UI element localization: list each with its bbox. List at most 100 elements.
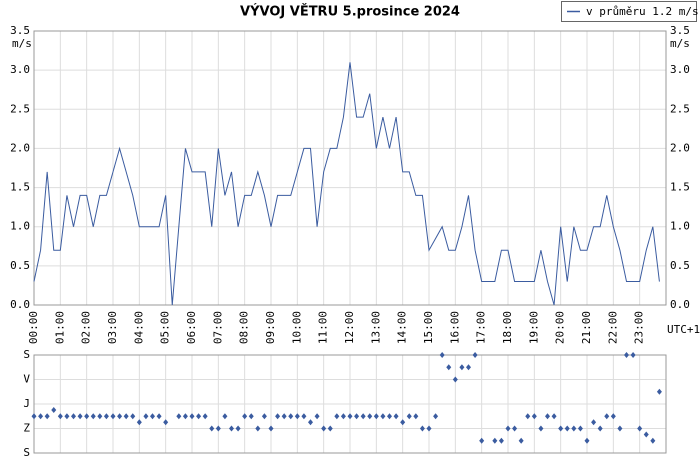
point bbox=[255, 425, 261, 432]
y-tick-label: 1.5 bbox=[10, 181, 30, 194]
point bbox=[584, 437, 590, 444]
point bbox=[512, 425, 518, 432]
point bbox=[110, 413, 116, 420]
x-tick-label: 10:00 bbox=[290, 311, 303, 344]
x-tick-label: 20:00 bbox=[554, 311, 567, 344]
point bbox=[64, 413, 70, 420]
point bbox=[242, 413, 248, 420]
point bbox=[617, 425, 623, 432]
point bbox=[229, 425, 234, 432]
y-tick-label: 0.5 bbox=[10, 259, 30, 272]
point bbox=[433, 413, 439, 420]
point bbox=[84, 413, 90, 420]
y-tick-label: J bbox=[23, 397, 30, 410]
x-tick-label: 08:00 bbox=[238, 311, 251, 344]
x-tick-label: 05:00 bbox=[159, 311, 172, 344]
legend-label: v průměru 1.2 m/s bbox=[586, 5, 699, 18]
point bbox=[202, 413, 208, 420]
x-tick-label: 07:00 bbox=[211, 311, 224, 344]
point bbox=[413, 413, 419, 420]
point bbox=[209, 425, 215, 432]
point bbox=[163, 419, 169, 426]
x-tick-label: 09:00 bbox=[264, 311, 277, 344]
x-tick-label: 16:00 bbox=[448, 311, 461, 344]
point bbox=[281, 413, 287, 420]
point bbox=[31, 413, 37, 420]
point bbox=[597, 425, 603, 432]
x-tick-label: 19:00 bbox=[527, 311, 540, 344]
point bbox=[498, 437, 504, 444]
point bbox=[150, 413, 155, 420]
point bbox=[261, 413, 267, 420]
y-tick-label: Z bbox=[23, 422, 30, 435]
y-tick-label: 2.5 bbox=[670, 102, 690, 115]
point bbox=[479, 437, 485, 444]
point bbox=[400, 419, 406, 426]
x-tick-label: 17:00 bbox=[475, 311, 488, 344]
x-tick-label: 15:00 bbox=[422, 311, 435, 344]
legend bbox=[561, 1, 697, 22]
point bbox=[571, 425, 577, 432]
point bbox=[117, 413, 123, 420]
point bbox=[215, 425, 221, 432]
point bbox=[354, 413, 360, 420]
point bbox=[624, 352, 629, 358]
point bbox=[327, 425, 333, 432]
point bbox=[44, 413, 50, 420]
point bbox=[275, 413, 281, 420]
point bbox=[97, 413, 103, 420]
point bbox=[189, 413, 195, 420]
point bbox=[156, 413, 162, 420]
point bbox=[308, 419, 313, 426]
x-tick-label: 04:00 bbox=[132, 311, 145, 344]
point bbox=[51, 406, 57, 413]
point bbox=[650, 437, 656, 444]
point bbox=[472, 352, 478, 358]
point bbox=[367, 413, 373, 420]
x-tick-label: 11:00 bbox=[317, 311, 330, 344]
point bbox=[656, 388, 662, 395]
point bbox=[248, 413, 254, 420]
y-tick-label: 0.5 bbox=[670, 259, 690, 272]
y-tick-label: 0.0 bbox=[10, 298, 30, 311]
point bbox=[360, 413, 366, 420]
y-tick-label: 3.5 bbox=[670, 24, 690, 37]
y-tick-label: 1.0 bbox=[10, 220, 30, 233]
y-tick-label: 2.0 bbox=[670, 141, 690, 154]
x-tick-label: 01:00 bbox=[53, 311, 66, 344]
x-tick-label: 00:00 bbox=[27, 311, 40, 344]
point bbox=[57, 413, 63, 420]
point bbox=[340, 413, 346, 420]
x-tick-label: 21:00 bbox=[580, 311, 593, 344]
y-tick-label: 1.5 bbox=[670, 181, 690, 194]
point bbox=[558, 425, 564, 432]
point bbox=[288, 413, 294, 420]
point bbox=[103, 413, 109, 420]
y-axis-label: m/s bbox=[12, 37, 32, 50]
y-tick-label: 1.0 bbox=[670, 220, 690, 233]
point bbox=[591, 419, 597, 426]
point bbox=[466, 364, 471, 371]
y-tick-label: S bbox=[23, 446, 30, 459]
point bbox=[347, 413, 353, 420]
point bbox=[564, 425, 570, 432]
y-axis-label: m/s bbox=[670, 37, 690, 50]
y-tick-label: 0.0 bbox=[670, 298, 690, 311]
point bbox=[492, 437, 498, 444]
point bbox=[426, 425, 432, 432]
point bbox=[531, 413, 537, 420]
y-tick-label: V bbox=[23, 373, 30, 386]
x-tick-label: 03:00 bbox=[106, 311, 119, 344]
point bbox=[459, 364, 465, 371]
y-tick-label: S bbox=[23, 348, 30, 361]
x-tick-label: 12:00 bbox=[343, 311, 356, 344]
point bbox=[406, 413, 412, 420]
point bbox=[630, 352, 636, 358]
point bbox=[268, 425, 274, 432]
point bbox=[334, 413, 340, 420]
y-tick-label: 3.0 bbox=[10, 63, 30, 76]
point bbox=[577, 425, 583, 432]
x-tick-label: 06:00 bbox=[185, 311, 198, 344]
point bbox=[136, 419, 142, 426]
